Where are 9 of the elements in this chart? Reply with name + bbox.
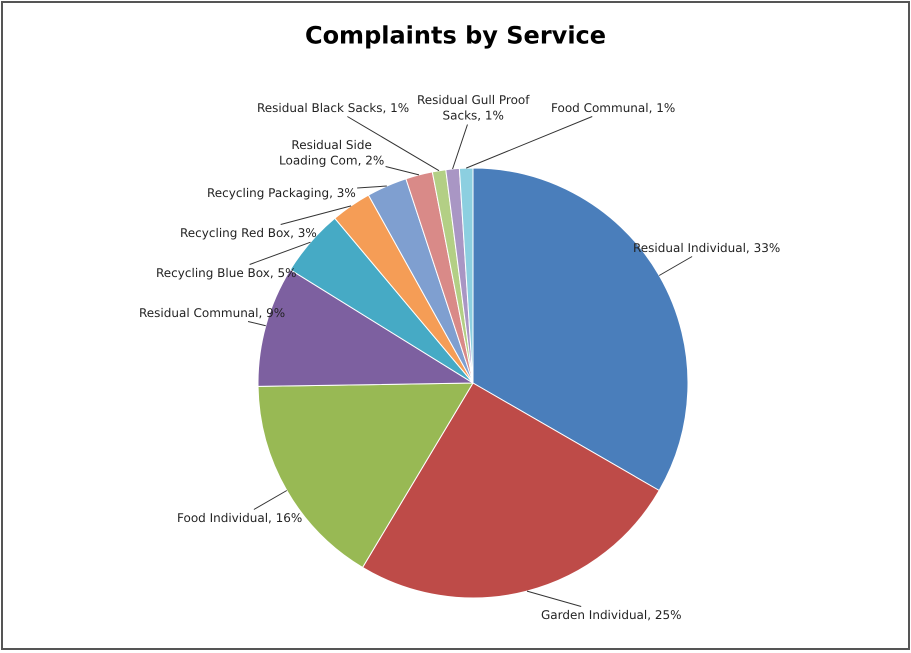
slice-label: Recycling Packaging, 3% bbox=[207, 186, 356, 200]
chart-title: Complaints by Service bbox=[304, 22, 606, 50]
slice-label: Food Communal, 1% bbox=[551, 101, 676, 115]
slice-label: Residual Black Sacks, 1% bbox=[257, 101, 410, 115]
slice-label: Residual Side Loading Com, 2% bbox=[279, 138, 384, 168]
slice-label: Recycling Red Box, 3% bbox=[180, 226, 317, 240]
slice-label: Food Individual, 16% bbox=[177, 511, 302, 525]
slice-label: Garden Individual, 25% bbox=[541, 608, 682, 622]
slice-label: Residual Gull Proof Sacks, 1% bbox=[417, 93, 530, 123]
